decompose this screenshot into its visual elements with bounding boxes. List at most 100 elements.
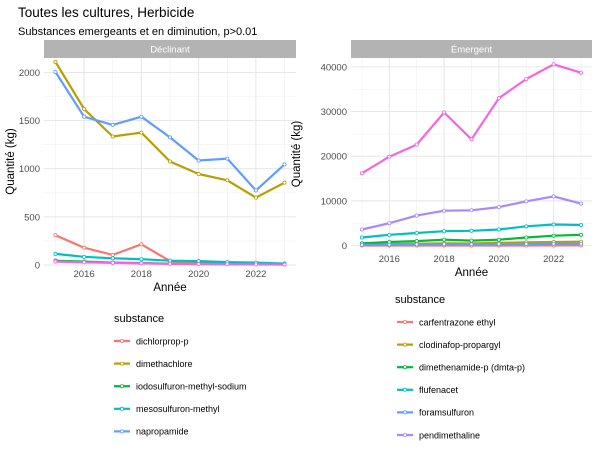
data-point [469,242,474,247]
legend-item-dichlorprop-p: dichlorprop-p [114,336,189,346]
legend-item-pendimethaline: pendimethaline [397,430,480,440]
data-point [359,227,364,232]
data-point [442,208,447,213]
data-point [442,229,447,234]
data-point [359,171,364,176]
chart-subtitle: Substances emergeants et en diminution, … [18,26,257,38]
data-point [387,232,392,237]
y-tick-label: 20000 [321,152,347,163]
data-point [253,262,258,267]
series-prosulfocarbe [359,62,584,176]
legend-item-foramsulfuron: foramsulfuron [397,408,474,418]
data-point [551,241,556,246]
legend-key-point [402,387,407,392]
data-point [82,254,87,259]
legend-title: substance [395,294,445,306]
data-point [442,242,447,247]
data-point [524,199,529,204]
facet-label: Émergent [451,45,493,56]
panel-d-clinant: Déclinant 0 500 1000 1500 2000 2016 2018 2020 202… [5,40,296,294]
data-point [524,76,529,81]
facet-strip [44,40,296,58]
data-point [551,62,556,67]
data-point [496,242,501,247]
data-point [414,213,419,218]
legend-key-point [402,342,407,347]
legend-label: clodinafop-propargyl [419,340,501,350]
data-point [282,180,287,185]
data-point [387,221,392,226]
data-point [53,69,58,74]
data-point [579,70,584,75]
panel-mergent: Émergent 0 10000 20000 30000 40000 2016 2018 202… [291,40,592,279]
x-tick-label: 2022 [543,254,564,265]
data-point [359,242,364,247]
x-axis-title: Année [153,282,186,294]
legend-key-point [402,410,407,415]
legend-title: substance [114,313,164,325]
legend-item-clodinafop-propargyl: clodinafop-propargyl [397,340,501,350]
data-point [282,162,287,167]
data-point [387,154,392,159]
y-tick-label: 1000 [19,164,40,175]
data-point [469,238,474,243]
y-tick-label: 0 [35,261,40,272]
legend-label: dimethenamide-p (dmta-p) [419,363,525,373]
legend-label: dichlorprop-p [136,336,189,346]
data-point [53,233,58,238]
data-point [110,134,115,139]
data-point [414,142,419,147]
legend-key-point [120,384,125,389]
series-dimethachlore [53,59,287,200]
data-point [579,201,584,206]
data-point [167,261,172,266]
data-point [359,235,364,240]
y-tick-label: 1500 [19,116,40,127]
data-point [524,224,529,229]
y-tick-label: 30000 [321,107,347,118]
legend-mergent: substance carfentrazone ethyl clodinafop-p… [395,294,525,440]
data-point [196,158,201,163]
x-tick-label: 2020 [188,269,209,280]
data-point [551,233,556,238]
y-tick-label: 0 [342,241,347,252]
data-point [414,231,419,236]
data-point [53,259,58,264]
data-point [414,242,419,247]
legend-item-iodosulfuron-methyl-sodium: iodosulfuron-methyl-sodium [114,382,247,392]
data-point [139,261,144,266]
data-point [496,227,501,232]
legend-d-clinant: substance dichlorprop-p dimethachlore iodos… [114,313,247,450]
legend-label: foramsulfuron [419,408,474,418]
data-point [110,122,115,127]
legend-label: flufenacet [419,385,459,395]
legend-item-dimethenamide-p-dmta-p: dimethenamide-p (dmta-p) [397,363,525,373]
data-point [139,242,144,247]
legend-label: iodosulfuron-methyl-sodium [136,382,247,392]
data-point [196,262,201,267]
legend-key-point [402,319,407,324]
data-point [139,257,144,262]
data-point [110,256,115,261]
data-point [442,237,447,242]
legend-key-point [120,429,125,434]
series-dimethenamide-p-dmta-p [359,232,584,246]
legend-key-point [402,432,407,437]
data-point [196,172,201,177]
data-point [110,252,115,257]
data-point [53,251,58,256]
legend-label: mesosulfuron-methyl [136,404,220,414]
data-point [469,137,474,142]
legend-item-dimethachlore: dimethachlore [114,359,193,369]
y-tick-label: 40000 [321,62,347,73]
series-flufenacet [359,222,584,240]
facet-strip [351,40,592,58]
x-tick-label: 2016 [74,269,95,280]
data-point [579,241,584,246]
y-tick-label: 10000 [321,196,347,207]
x-tick-label: 2018 [131,269,152,280]
data-point [139,114,144,119]
data-point [82,114,87,119]
data-point [53,59,58,64]
